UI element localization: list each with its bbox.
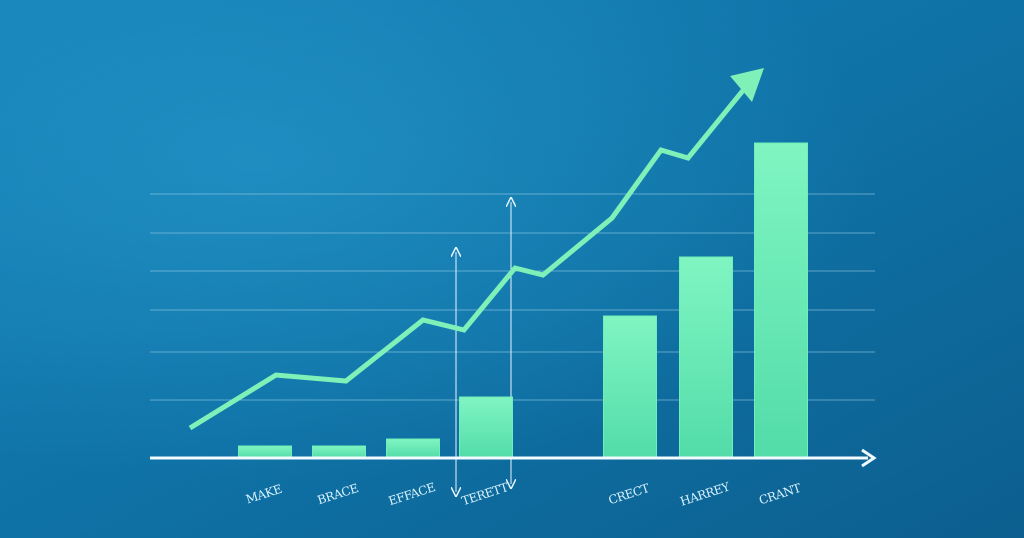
bar [754,142,808,459]
bar [459,396,513,459]
bar [679,256,733,459]
trend-arrowhead [730,68,764,102]
bar [312,445,366,459]
bar [603,315,657,459]
bar [238,445,292,459]
x-axis-arrow [861,448,877,468]
bar [386,438,440,459]
trend-line [188,86,747,431]
